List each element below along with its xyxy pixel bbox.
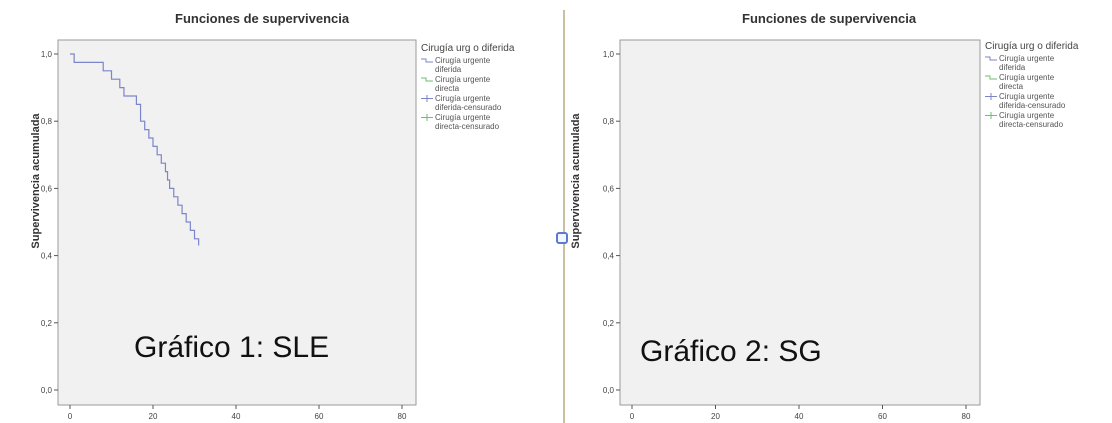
chart-title: Funciones de supervivencia	[742, 11, 917, 26]
y-tick-label: 1,0	[603, 50, 615, 59]
legend-label: Cirugía urgente diferida	[999, 54, 1055, 72]
legend-label: Cirugía urgente diferida	[435, 56, 491, 74]
legend-label: Cirugía urgente directa	[435, 75, 491, 93]
legend-swatch	[985, 54, 997, 63]
y-tick-label: 0,6	[41, 184, 53, 193]
divider-handle[interactable]	[556, 232, 568, 244]
legend-title: Cirugía urg o diferida	[421, 43, 515, 54]
legend-swatch	[421, 56, 433, 65]
y-tick-label: 0,4	[41, 252, 53, 261]
plot-area	[57, 39, 417, 406]
legend-swatch	[985, 73, 997, 82]
y-tick-label: 0,8	[603, 117, 615, 126]
x-tick-label: 0	[68, 412, 73, 421]
x-tick-label: 40	[795, 412, 804, 421]
legend-label: Cirugía urgente directa-censurado	[435, 113, 500, 131]
chart-panel-sle: Funciones de supervivencia Supervivencia…	[30, 11, 515, 421]
legend-entry: Cirugía urgente directa-censurado	[421, 113, 515, 131]
survival-plot-sle: 0,0 0,2 0,4 0,6 0,8 1,0 0 20 40 60 80	[41, 39, 417, 421]
chart-title: Funciones de supervivencia	[175, 11, 350, 26]
legend-entry: Cirugía urgente diferida-censurado	[985, 92, 1079, 110]
legend-entry: Cirugía urgente directa-censurado	[985, 111, 1079, 129]
x-tick-label: 0	[630, 412, 635, 421]
x-tick-label: 80	[398, 412, 407, 421]
x-tick-label: 80	[962, 412, 971, 421]
x-tick-label: 60	[878, 412, 887, 421]
y-tick-label: 0,2	[41, 319, 53, 328]
y-tick-label: 1,0	[41, 50, 53, 59]
chart-overlay-label: Gráfico 1: SLE	[134, 331, 330, 364]
x-tick-label: 60	[315, 412, 324, 421]
y-tick-label: 0,0	[41, 386, 53, 395]
legend-label: Cirugía urgente diferida-censurado	[435, 94, 502, 112]
legend-entry: Cirugía urgente directa	[421, 75, 515, 93]
y-tick-label: 0,4	[603, 252, 615, 261]
panel-divider	[563, 10, 565, 423]
legend-entry: Cirugía urgente diferida	[421, 56, 515, 74]
y-tick-label: 0,8	[41, 117, 53, 126]
survival-plot-sg: 0,0 0,2 0,4 0,6 0,8 1,0 0 20 40 60 80	[603, 39, 981, 421]
legend: Cirugía urg o diferida Cirugía urgente d…	[421, 44, 515, 132]
legend-swatch	[421, 113, 433, 122]
legend-swatch	[421, 94, 433, 103]
legend-label: Cirugía urgente diferida-censurado	[999, 92, 1066, 110]
chart-panel-sg: Funciones de supervivencia Supervivencia…	[566, 0, 1112, 423]
x-tick-label: 20	[711, 412, 720, 421]
legend-swatch	[985, 92, 997, 101]
plot-area	[619, 39, 981, 406]
y-tick-label: 0,6	[603, 184, 615, 193]
legend-label: Cirugía urgente directa-censurado	[999, 111, 1064, 129]
y-tick-label: 0,0	[603, 386, 615, 395]
legend: Cirugía urg o diferida Cirugía urgente d…	[985, 42, 1079, 130]
legend-entry: Cirugía urgente diferida	[985, 54, 1079, 72]
chart-overlay-label: Gráfico 2: SG	[640, 335, 822, 368]
survival-curve	[70, 53, 200, 246]
legend-swatch	[985, 111, 997, 120]
x-tick-label: 20	[149, 412, 158, 421]
y-tick-label: 0,2	[603, 319, 615, 328]
legend-label: Cirugía urgente directa	[999, 73, 1055, 91]
x-tick-label: 40	[232, 412, 241, 421]
legend-swatch	[421, 75, 433, 84]
legend-entry: Cirugía urgente directa	[985, 73, 1079, 91]
legend-entry: Cirugía urgente diferida-censurado	[421, 94, 515, 112]
legend-title: Cirugía urg o diferida	[985, 41, 1079, 52]
